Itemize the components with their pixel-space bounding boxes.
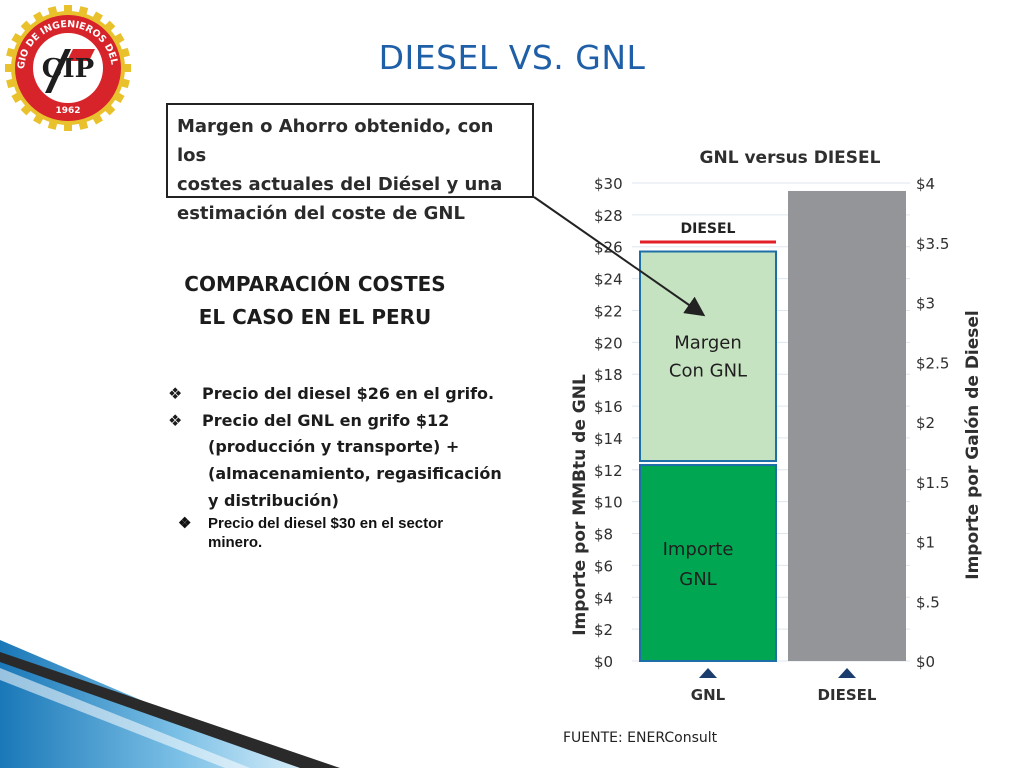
callout-line: costes actuales del Diésel y una: [177, 174, 503, 195]
slide-title: DIESEL VS. GNL: [378, 38, 646, 77]
bullet-text: Precio del GNL en grifo $12: [202, 411, 450, 430]
y-tick-label-left: $18: [594, 366, 623, 384]
y-tick-label-left: $4: [594, 589, 613, 607]
y-tick-label-left: $14: [594, 430, 623, 448]
bullet-continuation-line: (producción y transporte) +: [208, 437, 460, 456]
bullet-continuation-line: (almacenamiento, regasificación: [208, 464, 502, 483]
bar-diesel: [788, 190, 906, 661]
bar-label-margin: Con GNL: [669, 361, 747, 382]
bullet-continuation-line: y distribución): [208, 491, 339, 510]
y-tick-label-right: $0: [916, 653, 935, 671]
y-tick-label-right: $4: [916, 175, 935, 193]
source-note: FUENTE: ENERConsult: [563, 730, 718, 746]
y-tick-label-left: $24: [594, 271, 623, 289]
y-tick-label-right: $3.5: [916, 235, 949, 253]
y-tick-label-left: $6: [594, 557, 613, 575]
x-category-label: GNL: [691, 686, 726, 704]
comparison-title: COMPARACIÓN COSTES EL CASO EN EL PERU: [150, 268, 480, 334]
bullet-continuation: (producción y transporte) + (almacenamie…: [208, 433, 502, 514]
diamond-bullet-icon: ❖: [168, 411, 183, 430]
diamond-bullet-icon: ❖: [178, 515, 192, 532]
y-tick-label-right: $2.5: [916, 354, 949, 372]
y-tick-label-left: $2: [594, 621, 613, 639]
bullet-text: Precio del diesel $26 en el grifo.: [202, 384, 495, 403]
cip-logo: COLEGIO DE INGENIEROS DEL PERU CIP 1962: [5, 5, 131, 131]
gnl-vs-diesel-chart: GNL versus DIESEL $0 $2 $4 $6 $8 $10 $12 $14 $16…: [570, 148, 983, 704]
y-tick-label-right: $1: [916, 534, 935, 552]
diesel-reference-label: DIESEL: [681, 221, 736, 237]
diamond-bullet-icon: ❖: [168, 384, 183, 403]
bullet-diesel-price: ❖ Precio del diesel $26 en el grifo.: [168, 384, 494, 403]
y-tick-label-right: $3: [916, 295, 935, 313]
y-tick-label-left: $12: [594, 462, 623, 480]
chart-title: GNL versus DIESEL: [700, 148, 881, 168]
callout-line: Margen o Ahorro obtenido, con los: [177, 116, 494, 166]
bullet-mining-line: minero.: [208, 534, 263, 551]
y-axis-label-right: Importe por Galón de Diesel: [963, 310, 983, 580]
y-tick-label-left: $26: [594, 239, 623, 257]
y-tick-label-left: $16: [594, 398, 623, 416]
y-tick-label-left: $30: [594, 175, 623, 193]
bar-label-margin: Margen: [674, 333, 742, 354]
corner-decoration: [0, 640, 340, 768]
y-tick-label-left: $20: [594, 334, 623, 352]
category-marker-icon: [838, 668, 856, 678]
callout-line: estimación del coste de GNL: [177, 203, 465, 224]
y-tick-label-left: $8: [594, 526, 613, 544]
y-tick-label-right: $1.5: [916, 474, 949, 492]
comparison-title-line: COMPARACIÓN COSTES: [184, 272, 446, 296]
bullet-gnl-price: ❖ Precio del GNL en grifo $12: [168, 411, 449, 430]
y-tick-label-left: $0: [594, 653, 613, 671]
logo-emblem: CIP: [42, 54, 94, 84]
bar-label-import: GNL: [679, 569, 716, 590]
bar-gnl-margin: [639, 250, 777, 463]
x-category-label: DIESEL: [818, 686, 877, 704]
logo-year: 1962: [55, 106, 80, 116]
callout-box: Margen o Ahorro obtenido, con los costes…: [166, 103, 534, 224]
y-axis-label-left: Importe por MMBtu de GNL: [570, 374, 590, 636]
y-tick-label-right: $.5: [916, 593, 940, 611]
y-tick-label-right: $2: [916, 414, 935, 432]
y-tick-label-left: $22: [594, 302, 623, 320]
bullet-mining-line: Precio del diesel $30 en el sector: [208, 515, 444, 532]
y-tick-label-left: $28: [594, 207, 623, 225]
comparison-title-line: EL CASO EN EL PERU: [198, 305, 432, 329]
y-tick-label-left: $10: [594, 494, 623, 512]
bar-gnl-import: [639, 464, 777, 662]
category-marker-icon: [699, 668, 717, 678]
bullet-mining-price: ❖ Precio del diesel $30 en el sector miner…: [178, 514, 498, 552]
bar-label-import: Importe: [663, 539, 734, 560]
